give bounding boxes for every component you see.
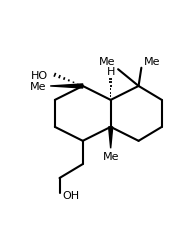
Text: H: H — [106, 66, 115, 77]
Text: OH: OH — [62, 190, 79, 200]
Polygon shape — [109, 127, 113, 148]
Polygon shape — [50, 85, 83, 89]
Text: HO: HO — [31, 70, 48, 81]
Text: Me: Me — [99, 57, 115, 67]
Text: Me: Me — [144, 57, 161, 67]
Text: Me: Me — [30, 82, 46, 92]
Text: Me: Me — [102, 151, 119, 161]
